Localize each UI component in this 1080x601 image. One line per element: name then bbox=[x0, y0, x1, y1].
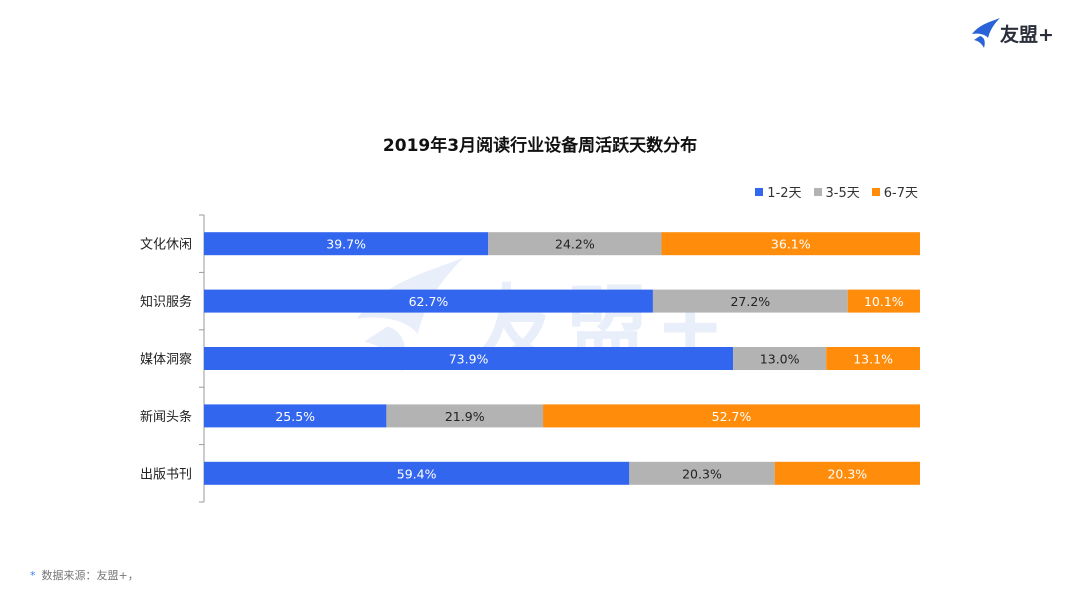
category-label: 文化休闲 bbox=[140, 238, 192, 253]
bar-segment bbox=[204, 404, 387, 428]
footnote-star: * bbox=[30, 569, 36, 582]
data-label: 62.7% bbox=[409, 294, 449, 309]
category-label: 出版书刊 bbox=[140, 467, 192, 482]
bar-segment bbox=[204, 461, 630, 485]
category-label: 媒体洞察 bbox=[140, 353, 192, 368]
data-source-note: * 数据来源：友盟+， bbox=[30, 567, 139, 583]
data-label: 20.3% bbox=[682, 466, 722, 481]
data-label: 13.0% bbox=[760, 352, 800, 367]
data-label: 27.2% bbox=[730, 294, 770, 309]
bar-segment bbox=[543, 404, 920, 428]
bar-segment bbox=[204, 289, 653, 313]
legend-label: 6-7天 bbox=[883, 186, 918, 201]
bar-segment bbox=[629, 461, 775, 485]
legend-label: 1-2天 bbox=[767, 186, 802, 201]
bar-segment bbox=[661, 232, 920, 256]
bar-segment bbox=[826, 347, 920, 370]
data-label: 25.5% bbox=[275, 409, 315, 424]
category-label: 新闻头条 bbox=[140, 409, 192, 425]
legend-item-1-2: 1-2天 bbox=[755, 182, 802, 201]
data-label: 24.2% bbox=[555, 237, 595, 252]
bar-segment bbox=[652, 289, 848, 313]
category-label: 知识服务 bbox=[140, 294, 192, 310]
chart-legend: 1-2天 3-5天 6-7天 bbox=[755, 182, 918, 201]
data-label: 20.3% bbox=[827, 466, 867, 481]
brand-logo: 友盟+ bbox=[970, 16, 1066, 50]
legend-swatch bbox=[871, 187, 880, 196]
bird-logo-icon bbox=[972, 18, 1000, 48]
data-label: 36.1% bbox=[771, 237, 811, 252]
legend-label: 3-5天 bbox=[825, 186, 860, 201]
legend-item-6-7: 6-7天 bbox=[871, 182, 918, 201]
legend-swatch bbox=[755, 187, 764, 196]
legend-item-3-5: 3-5天 bbox=[813, 182, 860, 201]
bar-segment bbox=[774, 461, 920, 485]
data-label: 13.1% bbox=[853, 352, 893, 367]
chart-title: 2019年3月阅读行业设备周活跃天数分布 bbox=[382, 136, 698, 156]
bar-segment bbox=[386, 404, 544, 428]
bar-segment bbox=[488, 232, 662, 256]
data-label: 52.7% bbox=[712, 409, 752, 424]
brand-name: 友盟+ bbox=[1000, 24, 1054, 46]
data-label: 10.1% bbox=[864, 294, 904, 309]
data-label: 73.9% bbox=[449, 352, 489, 367]
data-label: 39.7% bbox=[326, 237, 366, 252]
bar-segment bbox=[204, 347, 734, 370]
source-text: 数据来源：友盟+， bbox=[41, 569, 139, 582]
bar-segment bbox=[847, 289, 920, 313]
data-label: 59.4% bbox=[397, 466, 437, 481]
legend-swatch bbox=[813, 187, 822, 196]
bar-segment bbox=[733, 347, 827, 370]
data-label: 21.9% bbox=[445, 409, 485, 424]
bar-segment bbox=[204, 232, 489, 256]
